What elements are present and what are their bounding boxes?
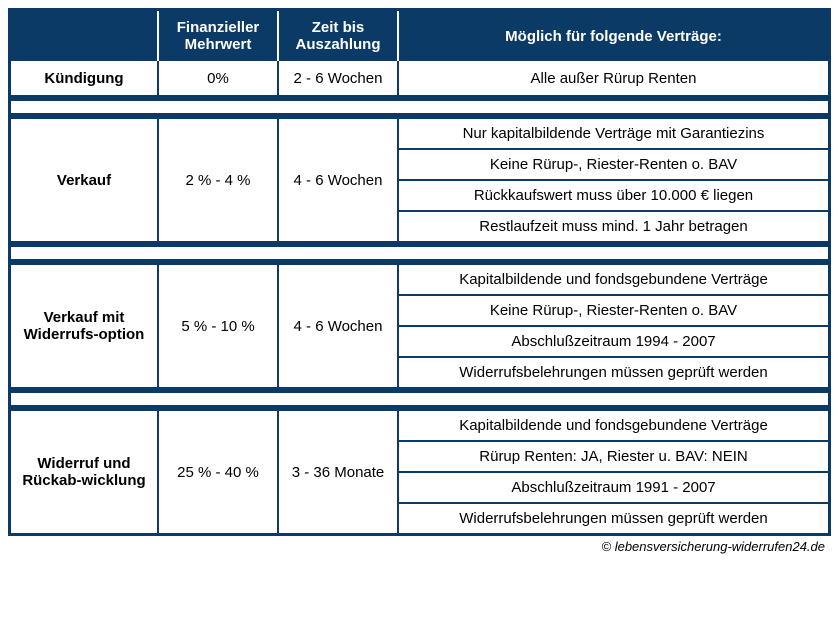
condition-item: Rückkaufswert muss über 10.000 € liegen bbox=[399, 181, 828, 212]
condition-item: Abschlußzeitraum 1991 - 2007 bbox=[399, 473, 828, 504]
header-col-mehrwert: Finanzieller Mehrwert bbox=[159, 11, 279, 61]
row-mehrwert: 2 % - 4 % bbox=[159, 119, 279, 241]
row-conditions: Kapitalbildende und fondsgebundene Vertr… bbox=[399, 265, 828, 387]
condition-item: Kapitalbildende und fondsgebundene Vertr… bbox=[399, 265, 828, 296]
row-mehrwert: 5 % - 10 % bbox=[159, 265, 279, 387]
header-col-empty bbox=[11, 11, 159, 61]
table-header-row: Finanzieller Mehrwert Zeit bis Auszahlun… bbox=[11, 11, 828, 61]
row-name: Verkauf mit Widerrufs-option bbox=[11, 265, 159, 387]
row-zeit: 2 - 6 Wochen bbox=[279, 61, 399, 95]
spacer-row bbox=[11, 393, 828, 405]
header-col-zeit: Zeit bis Auszahlung bbox=[279, 11, 399, 61]
row-name: Verkauf bbox=[11, 119, 159, 241]
condition-item: Abschlußzeitraum 1994 - 2007 bbox=[399, 327, 828, 358]
condition-item: Widerrufsbelehrungen müssen geprüft werd… bbox=[399, 358, 828, 387]
table-row: Kündigung 0% 2 - 6 Wochen Alle außer Rür… bbox=[11, 61, 828, 95]
table-row: Widerruf und Rückab-wicklung 25 % - 40 %… bbox=[11, 411, 828, 533]
row-conditions: Nur kapitalbildende Verträge mit Garanti… bbox=[399, 119, 828, 241]
row-zeit: 3 - 36 Monate bbox=[279, 411, 399, 533]
condition-item: Keine Rürup-, Riester-Renten o. BAV bbox=[399, 296, 828, 327]
row-mehrwert: 0% bbox=[159, 61, 279, 95]
row-conditions: Alle außer Rürup Renten bbox=[399, 61, 828, 95]
row-name: Kündigung bbox=[11, 61, 159, 95]
condition-item: Rürup Renten: JA, Riester u. BAV: NEIN bbox=[399, 442, 828, 473]
condition-item: Keine Rürup-, Riester-Renten o. BAV bbox=[399, 150, 828, 181]
header-col-vertraege: Möglich für folgende Verträge: bbox=[399, 11, 828, 61]
condition-item: Alle außer Rürup Renten bbox=[399, 61, 828, 95]
condition-item: Kapitalbildende und fondsgebundene Vertr… bbox=[399, 411, 828, 442]
condition-item: Restlaufzeit muss mind. 1 Jahr betragen bbox=[399, 212, 828, 241]
row-conditions: Kapitalbildende und fondsgebundene Vertr… bbox=[399, 411, 828, 533]
row-zeit: 4 - 6 Wochen bbox=[279, 265, 399, 387]
table-row: Verkauf mit Widerrufs-option 5 % - 10 % … bbox=[11, 265, 828, 387]
row-name: Widerruf und Rückab-wicklung bbox=[11, 411, 159, 533]
credit-line: © lebensversicherung-widerrufen24.de bbox=[8, 536, 831, 554]
row-zeit: 4 - 6 Wochen bbox=[279, 119, 399, 241]
table-row: Verkauf 2 % - 4 % 4 - 6 Wochen Nur kapit… bbox=[11, 119, 828, 241]
row-mehrwert: 25 % - 40 % bbox=[159, 411, 279, 533]
condition-item: Nur kapitalbildende Verträge mit Garanti… bbox=[399, 119, 828, 150]
condition-item: Widerrufsbelehrungen müssen geprüft werd… bbox=[399, 504, 828, 533]
spacer-row bbox=[11, 101, 828, 113]
spacer-row bbox=[11, 247, 828, 259]
comparison-table: Finanzieller Mehrwert Zeit bis Auszahlun… bbox=[8, 8, 831, 536]
